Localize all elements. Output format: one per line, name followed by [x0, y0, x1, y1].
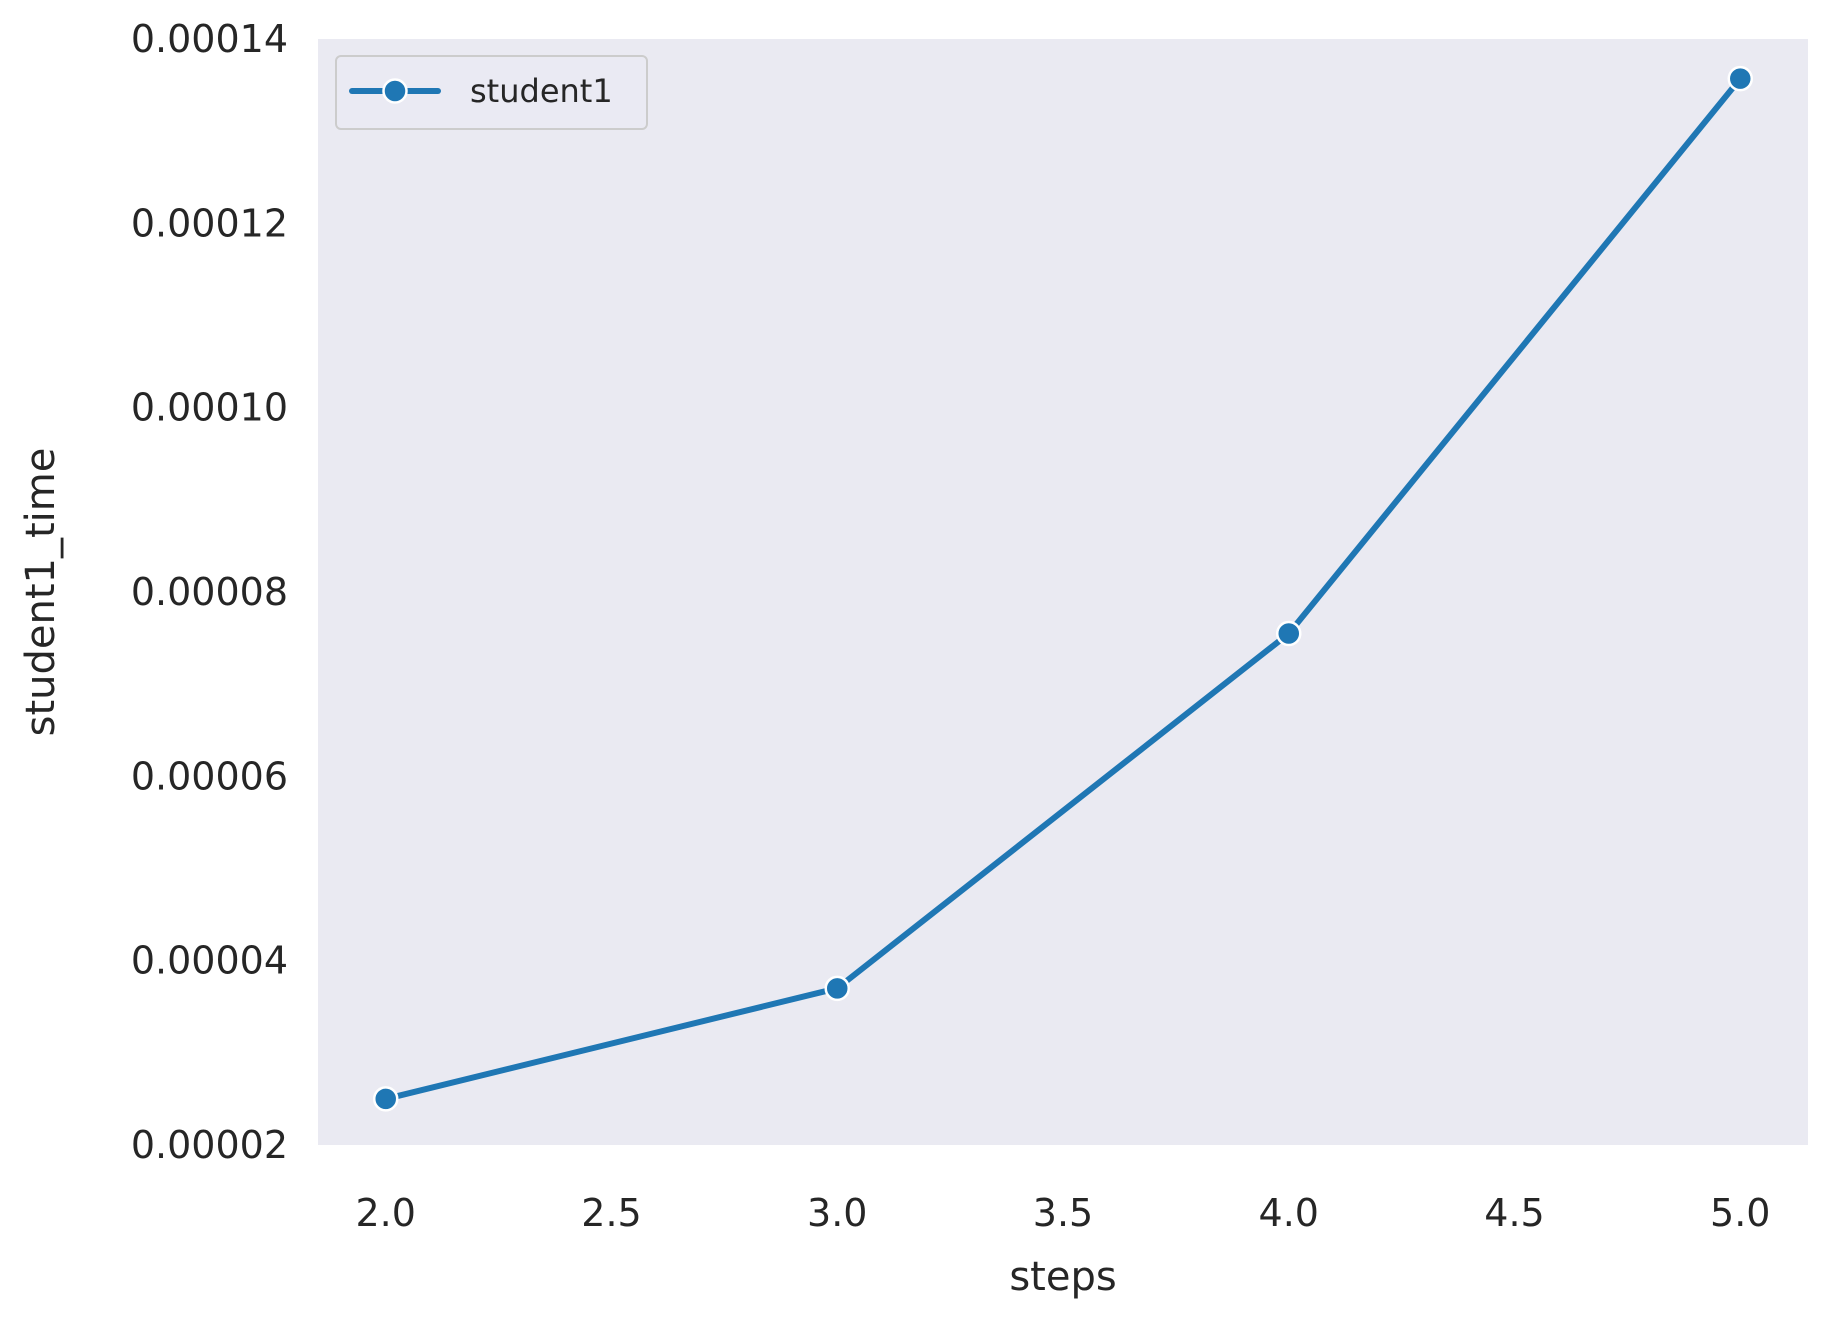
x-tick-label: 4.5 — [1484, 1191, 1544, 1235]
data-point — [1276, 620, 1302, 647]
series-layer — [372, 65, 1754, 1112]
y-axis-label: student1_time — [18, 448, 64, 737]
y-tick-label: 0.00012 — [131, 201, 288, 245]
legend-label: student1 — [470, 72, 613, 110]
y-axis-ticks: 0.00002 0.00004 0.00006 0.00008 0.00010 0.000… — [131, 17, 288, 1167]
x-tick-label: 4.0 — [1259, 1191, 1319, 1235]
x-axis-ticks: 2.0 2.5 3.0 3.5 4.0 4.5 5.0 — [356, 1191, 1771, 1235]
legend-marker-swatch — [382, 78, 408, 104]
x-tick-label: 5.0 — [1710, 1191, 1770, 1235]
x-tick-label: 3.0 — [807, 1191, 867, 1235]
legend-box — [335, 55, 648, 130]
y-tick-label: 0.00002 — [131, 1123, 288, 1167]
x-axis-label: steps — [1009, 1254, 1116, 1300]
y-tick-label: 0.00010 — [131, 386, 288, 430]
data-point — [824, 975, 850, 1002]
x-tick-label: 2.0 — [356, 1191, 416, 1235]
x-tick-label: 2.5 — [581, 1191, 641, 1235]
data-point — [1727, 65, 1754, 92]
plot-area — [318, 39, 1808, 1145]
y-tick-label: 0.00004 — [131, 939, 288, 983]
y-tick-label: 0.00014 — [131, 17, 288, 61]
series-line — [382, 75, 1744, 1102]
y-tick-label: 0.00006 — [131, 754, 288, 798]
legend: student1 — [335, 55, 648, 130]
y-tick-label: 0.00008 — [131, 570, 288, 614]
data-point — [372, 1086, 399, 1112]
x-tick-label: 3.5 — [1033, 1191, 1093, 1235]
